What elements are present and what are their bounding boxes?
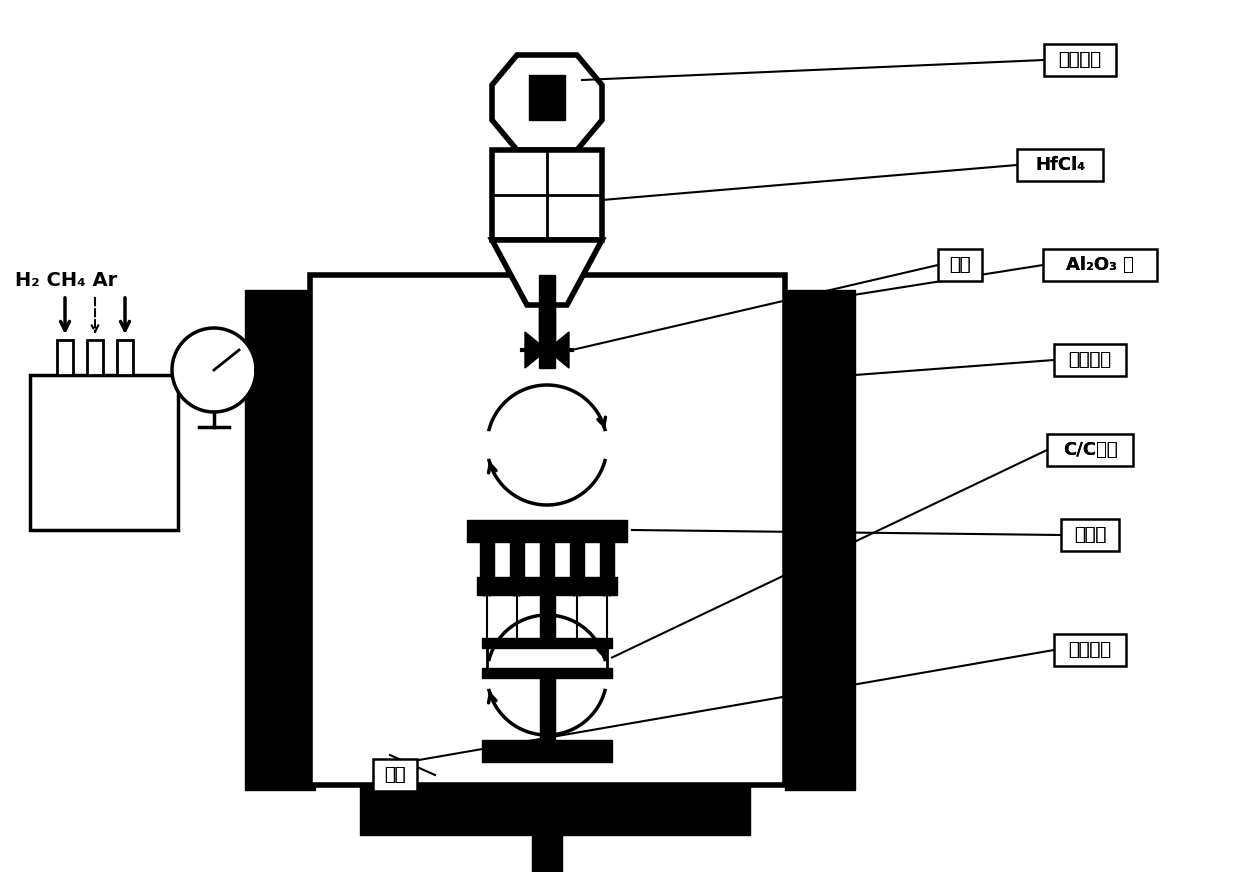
Polygon shape (547, 332, 569, 368)
Bar (492, 150, 601, 240)
Text: 耐火材料: 耐火材料 (1069, 351, 1111, 369)
Bar (30, 375, 179, 530)
Bar (539, 582, 556, 755)
Text: 送料电机: 送料电机 (1059, 51, 1101, 69)
Polygon shape (492, 240, 601, 305)
Text: C/C基体: C/C基体 (1063, 441, 1117, 459)
Bar (1054, 634, 1126, 666)
Bar (117, 340, 133, 375)
Text: 阀门: 阀门 (950, 256, 971, 274)
Text: 发热体: 发热体 (1074, 526, 1106, 544)
Bar (1047, 434, 1133, 466)
Bar (937, 249, 982, 281)
Bar (57, 340, 73, 375)
Bar (510, 542, 525, 582)
Text: 发热体: 发热体 (1074, 526, 1106, 544)
Text: HfCl₄: HfCl₄ (1035, 156, 1085, 174)
Bar (482, 668, 613, 678)
Bar (467, 520, 627, 542)
Bar (1043, 249, 1157, 281)
Bar (373, 759, 417, 791)
Text: HfCl₄: HfCl₄ (1035, 156, 1085, 174)
Bar (600, 542, 614, 582)
Text: 阀门: 阀门 (950, 256, 971, 274)
Text: 石墨模具: 石墨模具 (1069, 641, 1111, 659)
Bar (532, 835, 562, 872)
Bar (570, 542, 584, 582)
Polygon shape (492, 55, 601, 150)
Text: 送料电机: 送料电机 (1059, 51, 1101, 69)
Bar (539, 542, 554, 582)
Bar (482, 637, 613, 648)
Bar (1044, 44, 1116, 76)
Bar (246, 290, 315, 790)
Bar (529, 75, 565, 120)
Text: 石墨模具: 石墨模具 (1069, 641, 1111, 659)
Text: Al₂O₃ 管: Al₂O₃ 管 (1066, 256, 1133, 274)
Bar (87, 340, 103, 375)
Text: Al₂O₃ 管: Al₂O₃ 管 (1066, 256, 1133, 274)
Polygon shape (525, 332, 547, 368)
Bar (1054, 344, 1126, 376)
Text: C/C基体: C/C基体 (1063, 441, 1117, 459)
Bar (310, 275, 785, 785)
Bar (539, 305, 556, 340)
Bar (785, 290, 856, 790)
Bar (487, 643, 608, 672)
Text: 硅粉: 硅粉 (384, 766, 405, 784)
Bar (477, 577, 618, 595)
Bar (1017, 149, 1104, 181)
Bar (480, 542, 494, 582)
Bar (1061, 519, 1118, 551)
Polygon shape (172, 328, 255, 412)
Bar (539, 275, 556, 368)
Bar (482, 740, 613, 762)
Text: H₂ CH₄ Ar: H₂ CH₄ Ar (15, 270, 118, 290)
Text: 硅粉: 硅粉 (384, 766, 405, 784)
Text: 耐火材料: 耐火材料 (1069, 351, 1111, 369)
Bar (360, 785, 750, 835)
